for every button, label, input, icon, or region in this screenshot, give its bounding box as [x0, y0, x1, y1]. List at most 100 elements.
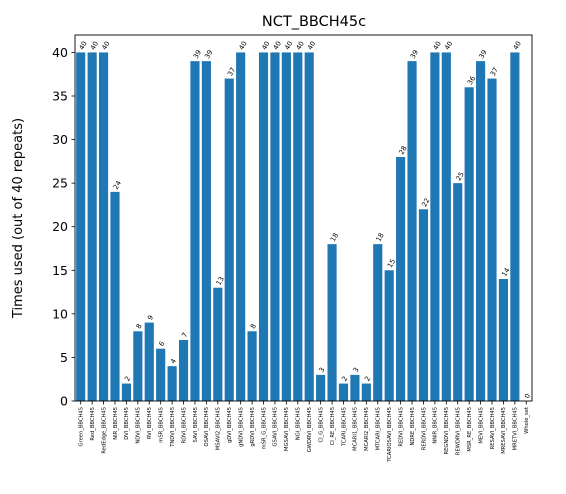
- data-label: 39: [203, 49, 214, 60]
- data-label: 39: [409, 49, 420, 60]
- x-tick-label: gRDVI_BBCH45: [250, 407, 256, 447]
- bar: [110, 191, 120, 401]
- data-label: 40: [306, 40, 317, 51]
- bar: [236, 52, 246, 402]
- x-tick-label: MRETVI_BBCH45: [513, 407, 519, 450]
- x-tick-label: SAVI_BBCH45: [193, 407, 199, 442]
- bar: [361, 383, 371, 401]
- y-tick-label: 0: [60, 394, 68, 409]
- bar: [464, 87, 474, 401]
- x-tick-label: RERDVI_BBCH45: [421, 407, 427, 450]
- bar: [281, 52, 291, 402]
- bar: [190, 61, 200, 401]
- x-tick-label: RVI_BBCH45: [147, 407, 153, 439]
- x-tick-label: NNIR_BBCH45: [433, 407, 439, 444]
- bar: [498, 279, 509, 401]
- plot-frame: [74, 34, 533, 402]
- y-tick-label: 25: [52, 176, 68, 191]
- x-tick-label: CI_RE_BBCH45: [330, 407, 336, 445]
- data-label: 2: [123, 375, 132, 383]
- bar: [213, 287, 223, 401]
- x-tick-label: MCARI2_BBCH45: [364, 407, 370, 451]
- bar: [304, 52, 314, 402]
- y-tick-label: 30: [52, 132, 68, 147]
- data-label: 13: [215, 275, 226, 286]
- bar: [476, 61, 486, 401]
- bar: [430, 52, 440, 402]
- data-label: 3: [317, 366, 326, 374]
- x-tick-label: Whole_set: [524, 407, 530, 434]
- data-label: 40: [512, 40, 523, 51]
- x-tick-label: OSAVI_BBCH45: [204, 407, 210, 447]
- x-tick-label: REGNDVI_BBCH45: [444, 407, 450, 455]
- y-axis: 0 5 10 15 20 25 30 35 40: [52, 45, 75, 409]
- bar: [487, 78, 497, 401]
- bar: [133, 331, 143, 401]
- bar: [316, 374, 326, 401]
- bar: [87, 52, 97, 402]
- data-label: 18: [329, 232, 340, 243]
- data-label: 8: [249, 323, 258, 331]
- bar: [338, 383, 349, 401]
- y-axis-label: Times used (out of 40 repeats): [11, 118, 26, 319]
- y-tick-label: 15: [52, 263, 68, 278]
- data-label: 9: [146, 314, 155, 322]
- data-label: 37: [226, 66, 237, 77]
- data-label: 28: [397, 145, 408, 156]
- x-tick-label: TNDVI_BBCH45: [170, 407, 176, 448]
- bar: [396, 157, 406, 401]
- bar: [201, 61, 211, 401]
- x-tick-label: DVI_BBCH45: [124, 407, 130, 440]
- bar: [350, 374, 360, 401]
- bar: [293, 52, 303, 402]
- bar: [178, 340, 189, 401]
- bar: [453, 183, 463, 401]
- bar: [327, 244, 337, 401]
- bars-layer: [76, 52, 520, 402]
- data-label: 39: [192, 49, 203, 60]
- data-label: 0: [523, 392, 532, 400]
- data-label: 40: [100, 40, 111, 51]
- bar: [144, 322, 154, 401]
- bar: [167, 366, 177, 401]
- bar: [441, 52, 451, 402]
- x-tick-label: GWDRVI_BBCH45: [307, 407, 313, 452]
- bar: [510, 52, 520, 402]
- bar: [121, 383, 131, 401]
- x-tick-label: gNDVI_BBCH45: [238, 407, 244, 447]
- x-tick-label: gDVI_BBCH45: [227, 407, 233, 443]
- x-tick-label: MGSAVI_BBCH45: [284, 407, 290, 451]
- data-label: 40: [295, 40, 306, 51]
- data-label: 25: [455, 171, 466, 182]
- x-tick-label: RDVI_BBCH45: [181, 407, 187, 443]
- data-label: 2: [363, 375, 372, 383]
- y-tick-label: 40: [52, 45, 68, 60]
- x-tick-label: mSR_G_BBCH45: [261, 407, 267, 449]
- bar: [258, 52, 269, 402]
- x-tick-label: MCARI1_BBCH45: [353, 407, 359, 451]
- x-tick-label: mSR_BBCH45: [158, 407, 164, 443]
- bar: [384, 270, 394, 401]
- data-label: 2: [340, 375, 349, 383]
- bar: [373, 244, 383, 401]
- x-tick-label: CI_G_BBCH45: [318, 407, 324, 443]
- x-tick-label: MSR_RE_BBCH45: [467, 407, 473, 452]
- bar: [224, 78, 234, 401]
- y-tick-label: 20: [52, 219, 68, 234]
- x-tick-label: MRESAVI_BBCH45: [501, 407, 507, 454]
- data-label: 4: [169, 357, 178, 365]
- data-label: 6: [157, 340, 166, 348]
- x-tick-label: RESAVI_BBCH45: [490, 407, 496, 449]
- data-label: 14: [500, 267, 511, 278]
- bar: [270, 52, 280, 402]
- x-tick-label: Green_BBCH45: [79, 407, 85, 446]
- data-label: 40: [260, 40, 271, 51]
- y-tick-label: 35: [52, 89, 68, 104]
- data-label: 40: [272, 40, 283, 51]
- data-label: 36: [466, 75, 477, 86]
- data-label: 39: [477, 49, 488, 60]
- x-tick-label: MTCARI_BBCH45: [376, 407, 382, 450]
